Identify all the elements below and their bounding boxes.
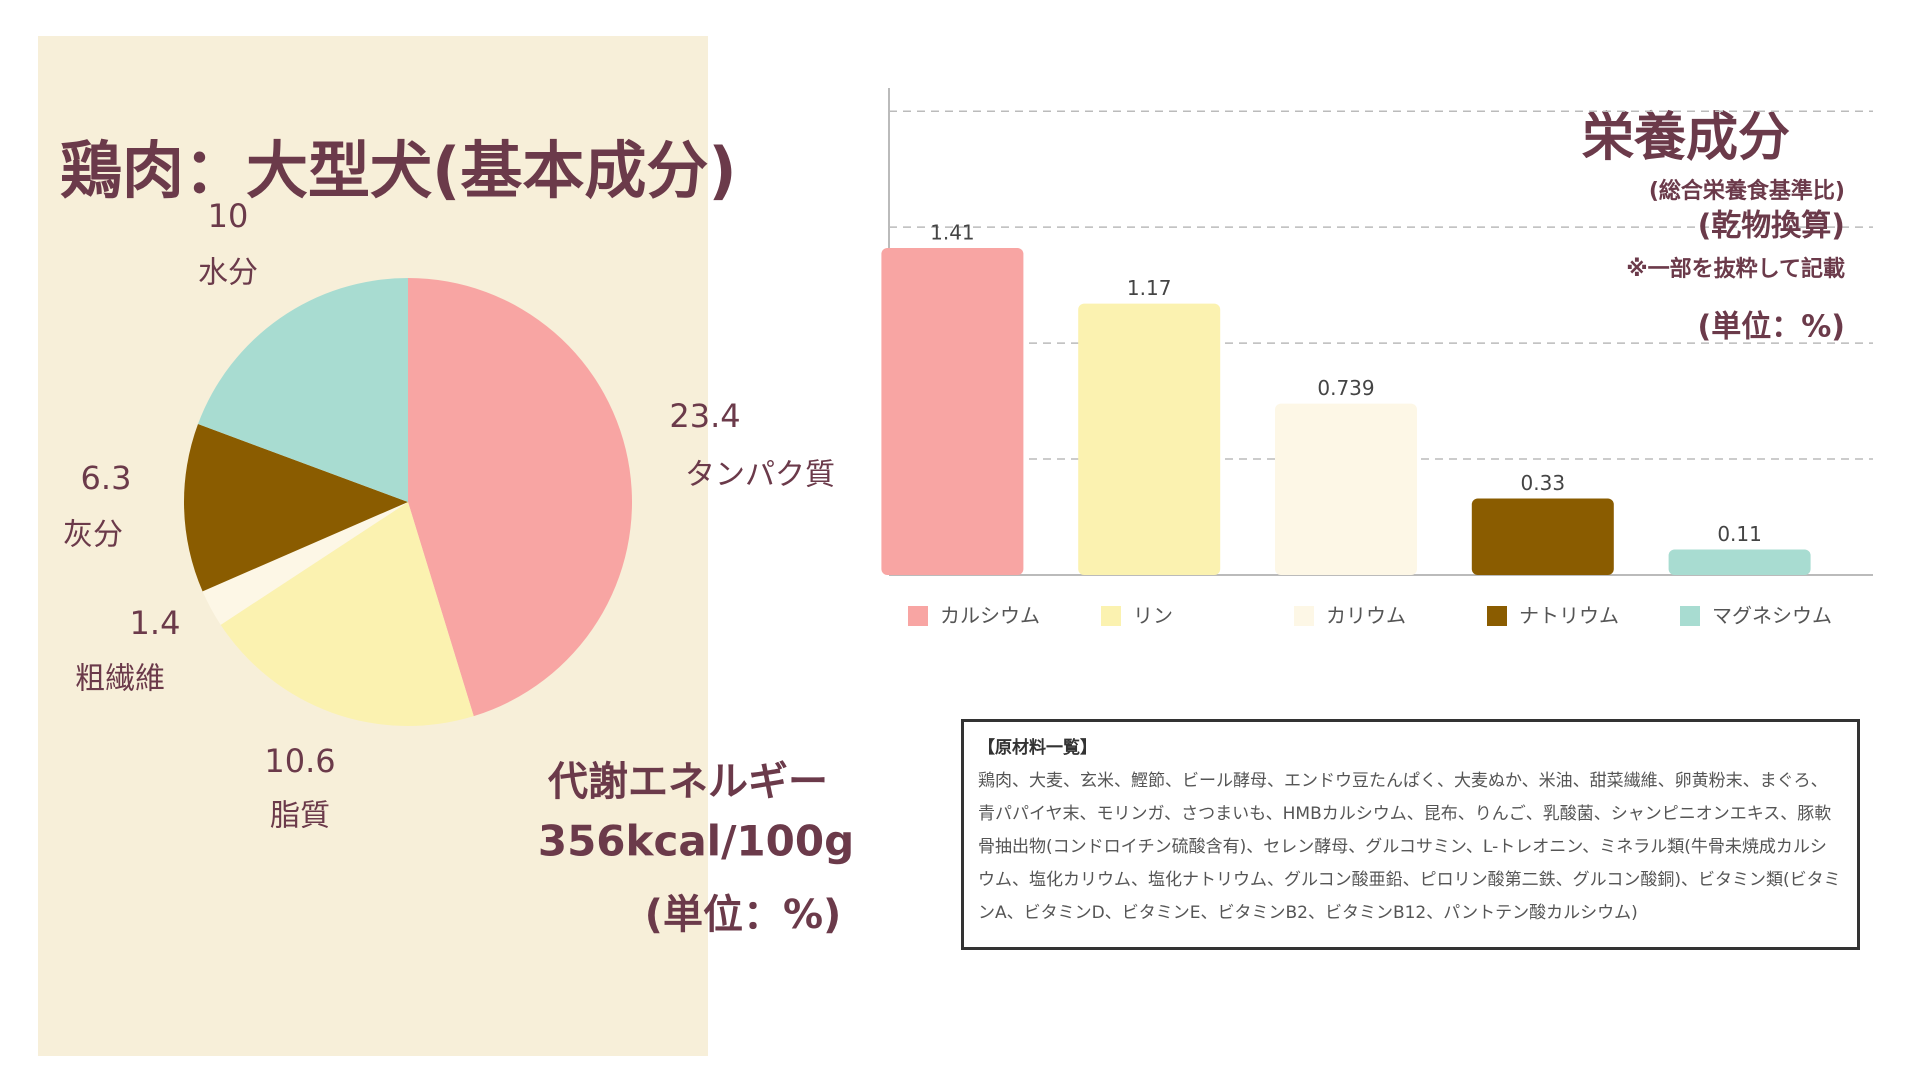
- legend-swatch: [908, 606, 928, 626]
- legend-label: マグネシウム: [1712, 604, 1832, 628]
- slice-value-label: 10.6: [264, 742, 335, 780]
- slice-value-label: 10: [208, 197, 249, 235]
- pie-slice: [202, 502, 408, 625]
- pie-slice: [198, 278, 408, 502]
- annotation: ※一部を抜粋して記載: [1626, 256, 1845, 282]
- slice-category-label: 灰分: [63, 518, 123, 553]
- legend-label: ナトリウム: [1519, 604, 1619, 628]
- ingredients-title: 【原材料一覧】: [978, 738, 1097, 758]
- slice-category-label: 粗繊維: [75, 662, 165, 697]
- pie-slice: [408, 278, 633, 717]
- pie-slice: [183, 424, 408, 592]
- legend-swatch: [1680, 606, 1700, 626]
- bar-title: 栄養成分: [1582, 108, 1790, 168]
- bar: [1275, 403, 1417, 575]
- legend-label: カリウム: [1326, 604, 1406, 628]
- slice-category-label: タンパク質: [685, 458, 835, 493]
- ingredients-text: 鶏肉、大麦、玄米、鰹節、ビール酵母、エンドウ豆たんぱく、大麦ぬか、米油、甜菜繊維…: [978, 771, 1841, 923]
- bar-value-label: 0.739: [1317, 376, 1374, 400]
- ingredients-box: 【原材料一覧】 鶏肉、大麦、玄米、鰹節、ビール酵母、エンドウ豆たんぱく、大麦ぬか…: [961, 719, 1860, 950]
- legend-label: カルシウム: [940, 604, 1040, 628]
- pie-title: 鶏肉：大型犬(基本成分): [60, 134, 737, 207]
- legend-swatch: [1487, 606, 1507, 626]
- slice-value-label: 1.4: [130, 604, 181, 642]
- annotation: (単位：%): [1698, 310, 1845, 345]
- bar: [881, 248, 1024, 575]
- bar: [1668, 549, 1811, 575]
- legend-swatch: [1294, 606, 1314, 626]
- slice-category-label: 水分: [198, 256, 258, 291]
- annotation: (乾物換算): [1698, 209, 1845, 244]
- bar-value-label: 0.11: [1717, 522, 1762, 546]
- bar: [1471, 498, 1614, 575]
- annotation: 代謝エネルギー: [547, 759, 828, 805]
- annotation: (単位：%): [645, 892, 842, 938]
- pie-slice: [220, 502, 474, 726]
- bar: [1078, 303, 1221, 575]
- slice-value-label: 6.3: [81, 459, 132, 497]
- bar-value-label: 0.33: [1521, 471, 1566, 495]
- slice-category-label: 脂質: [270, 799, 330, 834]
- annotation: 356kcal/100g: [538, 817, 854, 866]
- legend-swatch: [1101, 606, 1121, 626]
- bar-value-label: 1.17: [1127, 276, 1172, 300]
- bar-subtitle: (総合栄養食基準比): [1649, 178, 1845, 204]
- legend-label: リン: [1133, 604, 1173, 628]
- bar-value-label: 1.41: [930, 221, 975, 245]
- slice-value-label: 23.4: [669, 397, 740, 435]
